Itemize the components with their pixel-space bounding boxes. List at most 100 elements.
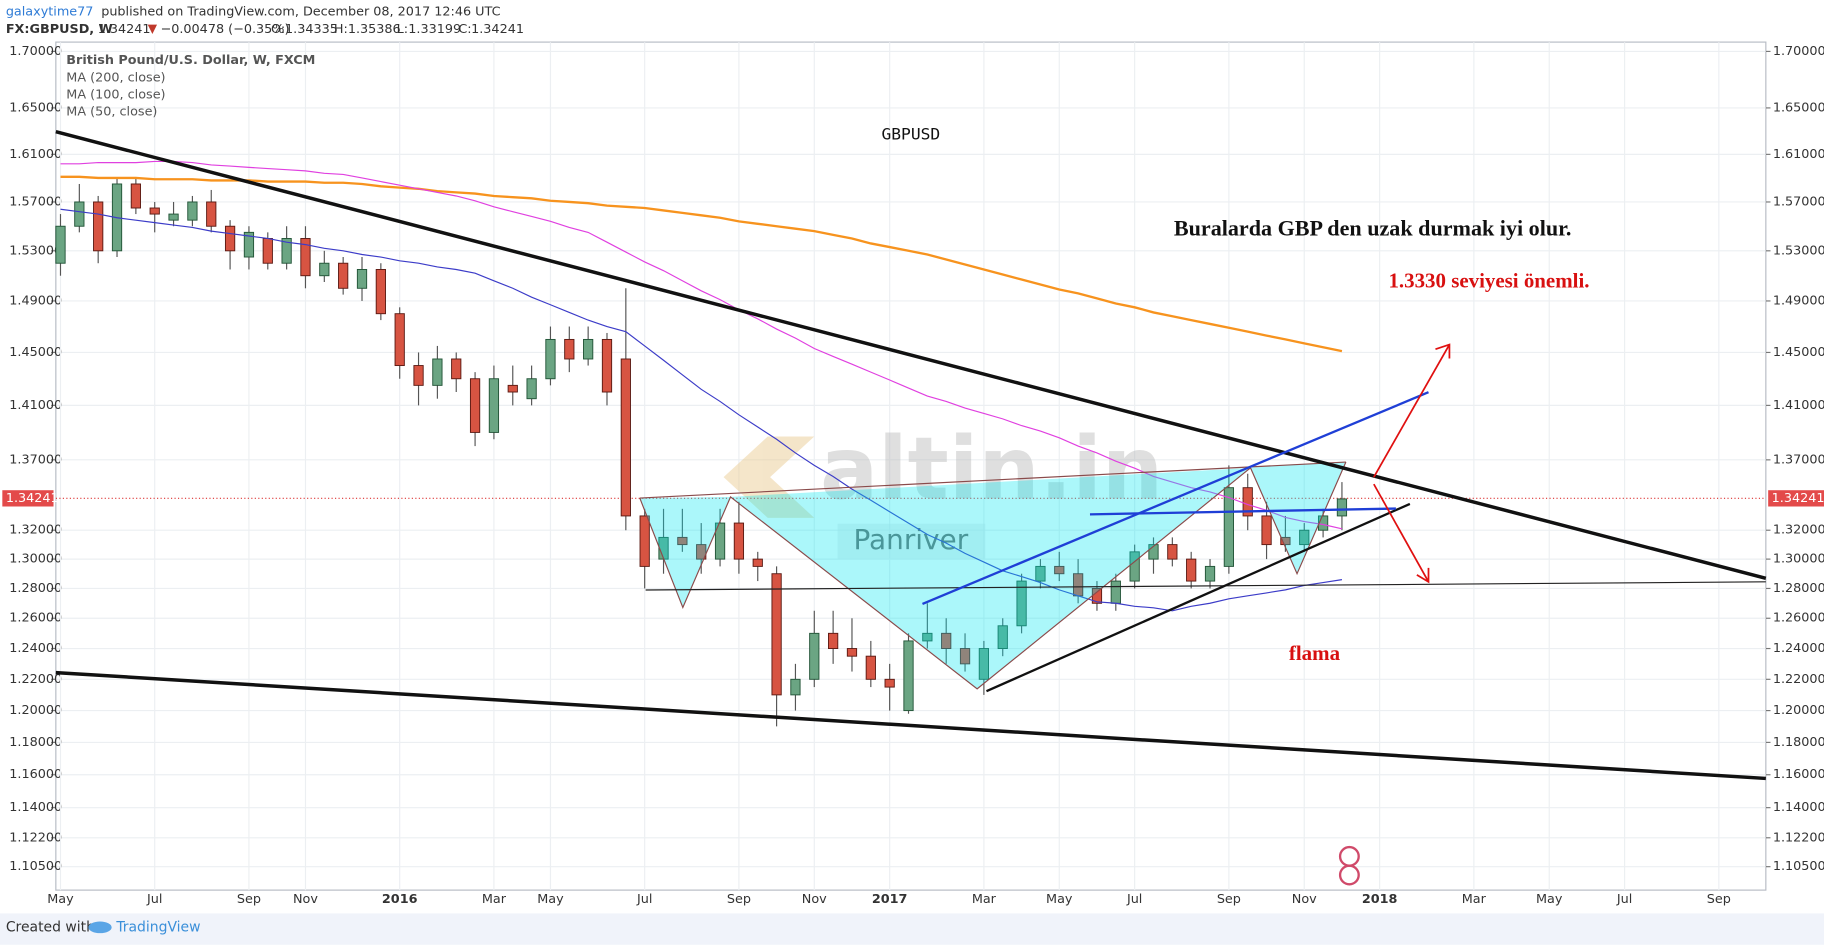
y-tick-label: 1.37000 bbox=[9, 452, 62, 467]
ohlc-label: O: bbox=[271, 22, 285, 37]
candle-body bbox=[771, 573, 782, 696]
arrow-up bbox=[1373, 344, 1451, 478]
trend-line bbox=[55, 129, 1767, 581]
candle-body bbox=[262, 238, 273, 264]
candle-body bbox=[583, 338, 594, 360]
brand[interactable]: TradingView bbox=[115, 919, 200, 935]
candle-body bbox=[1110, 580, 1121, 604]
y-tick-label: 1.20000 bbox=[1773, 703, 1824, 718]
candle-body bbox=[1317, 515, 1329, 531]
candle-body bbox=[997, 625, 1008, 650]
x-tick-label: Sep bbox=[237, 892, 261, 907]
candle-body bbox=[319, 262, 330, 277]
footer-bar bbox=[0, 913, 1824, 945]
x-tick-label: May bbox=[1536, 892, 1563, 907]
icon bbox=[1338, 864, 1360, 886]
candle-body bbox=[1280, 536, 1291, 546]
x-tick-label: May bbox=[47, 892, 74, 907]
y-tick-label: 1.26000 bbox=[9, 611, 62, 626]
y-tick-label: 1.18000 bbox=[1773, 735, 1824, 750]
footer-text: Created with bbox=[6, 919, 95, 935]
y-tick-label: 1.22000 bbox=[1773, 672, 1824, 687]
x-tick-label: Nov bbox=[1292, 892, 1317, 907]
candle-body bbox=[865, 655, 876, 680]
annotation-symbol: GBPUSD bbox=[881, 125, 940, 144]
candle-body bbox=[922, 632, 933, 642]
arrow-head bbox=[1435, 343, 1451, 359]
candle-body bbox=[224, 225, 236, 252]
candle-body bbox=[677, 536, 688, 546]
watermark-logo bbox=[723, 436, 815, 518]
y-tick-label: 1.16000 bbox=[1773, 767, 1824, 782]
y-tick-label: 1.61000 bbox=[9, 147, 62, 162]
x-tick-label: Mar bbox=[972, 892, 997, 907]
y-tick-label: 1.41000 bbox=[9, 398, 62, 413]
watermark-box bbox=[837, 523, 986, 559]
y-tick-label: 1.24000 bbox=[1773, 641, 1824, 656]
y-tick-label: 1.70000 bbox=[1773, 44, 1824, 59]
candle-body bbox=[1167, 544, 1178, 560]
x-tick-label: Jul bbox=[1126, 892, 1142, 907]
arrow-down bbox=[1373, 483, 1430, 583]
author[interactable]: galaxytime77 bbox=[6, 4, 94, 19]
y-tick-label: 1.20000 bbox=[9, 703, 62, 718]
x-tick-label: Sep bbox=[1217, 892, 1241, 907]
trend-line bbox=[55, 670, 1766, 781]
y-tick-label: 1.12200 bbox=[1773, 830, 1824, 845]
candle-body bbox=[714, 522, 726, 560]
x-tick-label: Sep bbox=[727, 892, 751, 907]
brand-icon bbox=[88, 921, 112, 934]
candle-body bbox=[620, 358, 631, 517]
ohlc-value: 1.35386 bbox=[348, 22, 401, 37]
moving-average bbox=[60, 175, 1343, 353]
y-tick-label: 1.24000 bbox=[9, 641, 62, 656]
candle-body bbox=[338, 262, 349, 289]
candle-body bbox=[1204, 565, 1216, 582]
x-tick-label: Sep bbox=[1707, 892, 1731, 907]
candle-body bbox=[413, 365, 424, 386]
candle-body bbox=[526, 378, 537, 400]
published-note: published on TradingView.com, December 0… bbox=[101, 4, 500, 19]
candle-body bbox=[206, 201, 217, 227]
legend-entry: MA (100, close) bbox=[66, 87, 165, 102]
legend-entry: British Pound/U.S. Dollar, W, FXCM bbox=[66, 53, 315, 68]
x-tick-label: Nov bbox=[293, 892, 318, 907]
x-tick-label: Nov bbox=[802, 892, 827, 907]
ohlc-value: 1.34241 bbox=[471, 22, 524, 37]
down-triangle bbox=[147, 24, 158, 34]
candle-body bbox=[639, 515, 650, 567]
moving-average bbox=[60, 160, 1343, 530]
y-tick-label: 1.45000 bbox=[1773, 345, 1824, 360]
y-tick-label: 1.53000 bbox=[1773, 243, 1824, 258]
candle-body bbox=[1336, 498, 1348, 517]
legend: British Pound/U.S. Dollar, W, FXCM MA (20… bbox=[66, 53, 315, 119]
ohlc-value: 1.34335 bbox=[285, 22, 338, 37]
annotation-comment: Buralarda GBP den uzak durmak iyi olur. bbox=[1174, 216, 1572, 241]
y-tick-label: 1.26000 bbox=[1773, 611, 1824, 626]
watermark-text: altin.in bbox=[820, 419, 1163, 519]
x-tick-label: May bbox=[1046, 892, 1073, 907]
last-price-label: 1.34241 bbox=[6, 491, 59, 506]
candle-body bbox=[394, 313, 405, 367]
y-tick-label: 1.65000 bbox=[9, 100, 62, 115]
y-tick-label: 1.49000 bbox=[1773, 293, 1824, 308]
candle-body bbox=[356, 268, 368, 289]
candle-body bbox=[451, 358, 462, 380]
change: −0.00478 (−0.35%) bbox=[161, 22, 290, 37]
y-tick-label: 1.30000 bbox=[1773, 552, 1824, 567]
candle-body bbox=[432, 358, 443, 386]
y-tick-label: 1.16000 bbox=[9, 767, 62, 782]
last-price-tag bbox=[1768, 490, 1824, 507]
candle-body bbox=[828, 632, 839, 650]
ohlc-label: H: bbox=[334, 22, 348, 37]
candle-body bbox=[564, 338, 575, 360]
candle-body bbox=[93, 201, 104, 252]
candle-body bbox=[884, 678, 895, 688]
annotation-pattern: flama bbox=[1289, 641, 1341, 665]
candle-body bbox=[959, 648, 971, 665]
arrow-head bbox=[1416, 567, 1430, 584]
channel-line bbox=[922, 391, 1429, 606]
candle-body bbox=[601, 338, 613, 393]
